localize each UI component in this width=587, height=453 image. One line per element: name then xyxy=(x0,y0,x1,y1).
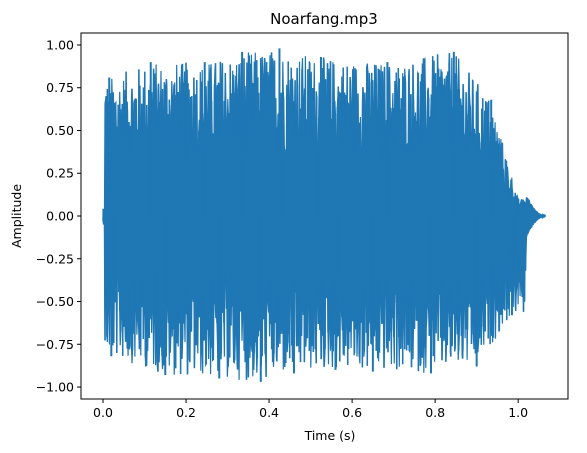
y-tick-label: 0.00 xyxy=(46,209,74,224)
y-tick-label: −0.50 xyxy=(36,294,74,309)
y-tick-label: −0.25 xyxy=(36,251,74,266)
x-axis-label: Time (s) xyxy=(304,428,356,443)
chart-title: Noarfang.mp3 xyxy=(270,10,378,28)
y-tick-label: −1.00 xyxy=(36,380,74,395)
y-axis-ticks: 1.00 0.75 0.50 0.25 0.00 −0.25 −0.50 −0.75 −1.00 xyxy=(36,37,81,395)
y-axis-label: Amplitude xyxy=(9,184,24,248)
y-tick-label: 0.75 xyxy=(46,80,74,95)
y-tick-label: 0.25 xyxy=(46,166,74,181)
x-tick-label: 0.8 xyxy=(425,405,445,420)
y-tick-label: 1.00 xyxy=(46,37,74,52)
x-tick-label: 0.4 xyxy=(259,405,279,420)
x-tick-label: 1.0 xyxy=(508,405,528,420)
y-tick-label: 0.50 xyxy=(46,123,74,138)
x-axis-ticks: 0.0 0.2 0.4 0.6 0.8 1.0 xyxy=(93,399,528,420)
x-tick-label: 0.2 xyxy=(176,405,196,420)
y-tick-label: −0.75 xyxy=(36,337,74,352)
waveform-line xyxy=(102,52,546,380)
series-group xyxy=(102,48,546,382)
x-tick-label: 0.0 xyxy=(93,405,113,420)
plot-area xyxy=(80,32,569,400)
x-tick-label: 0.6 xyxy=(342,405,362,420)
